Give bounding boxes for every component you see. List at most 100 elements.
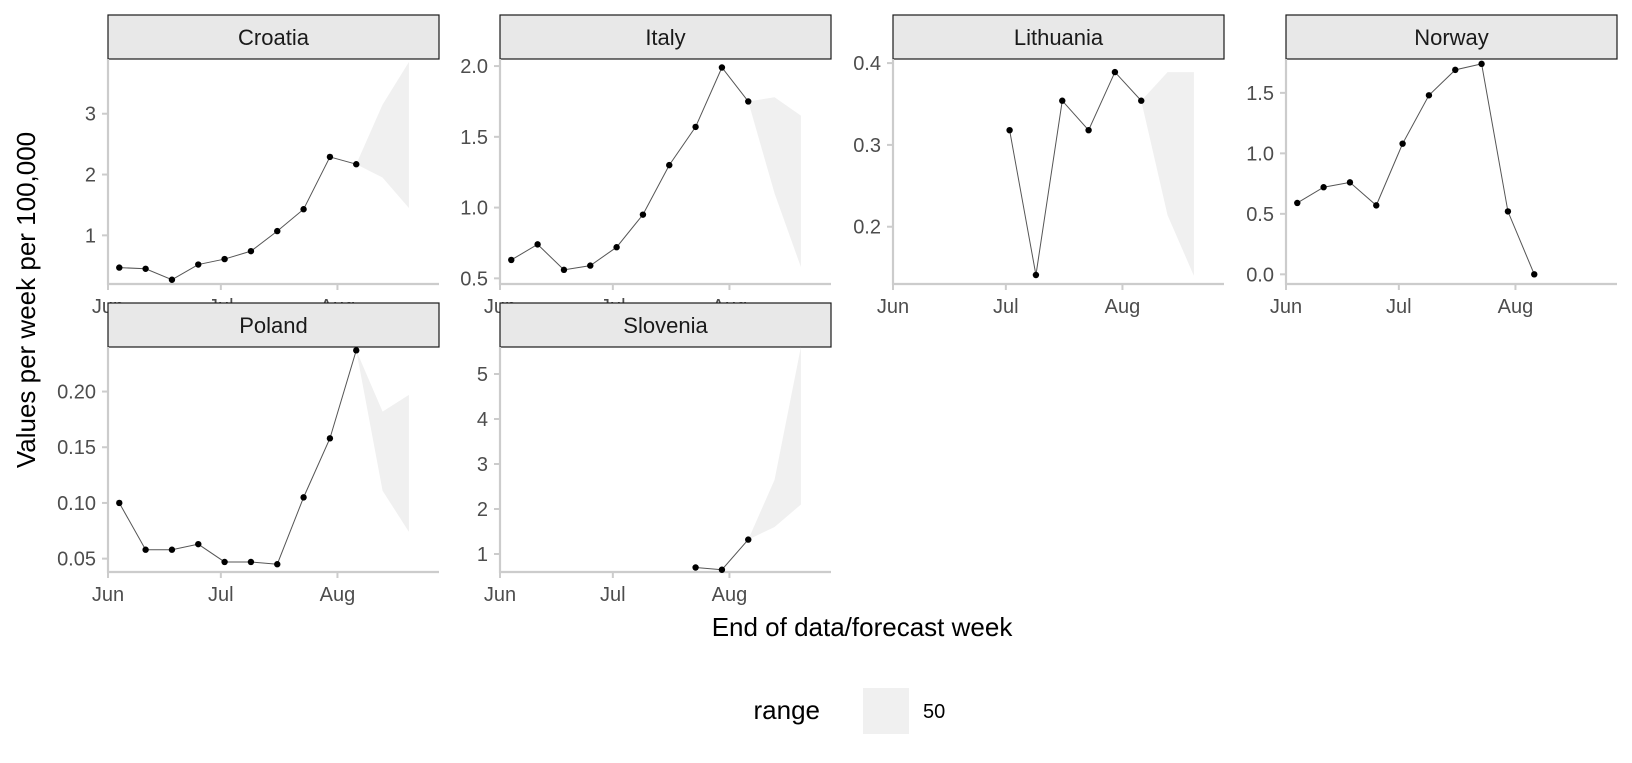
forecast-range-ribbon (748, 347, 801, 540)
legend-item-label: 50 (923, 701, 945, 723)
panel-slovenia: Slovenia 1 2 3 4 5 Jun Jul Aug (477, 302, 832, 606)
observed-point (718, 566, 726, 573)
y-tick-label: 0.05 (57, 549, 96, 571)
x-tick-label: Jun (877, 296, 909, 318)
observed-point (1531, 271, 1538, 278)
observed-point (1138, 97, 1145, 104)
observed-point (745, 536, 752, 543)
observed-point (639, 211, 647, 218)
observed-point (534, 241, 541, 248)
observed-point (1425, 92, 1433, 99)
x-tick-label: Jul (993, 296, 1019, 318)
observed-point (195, 261, 202, 268)
observed-point (168, 546, 176, 553)
observed-point (1006, 126, 1013, 134)
y-tick-label: 0.2 (853, 217, 881, 239)
y-tick-label: 0.5 (460, 268, 488, 290)
legend: range 50 (754, 688, 945, 734)
y-tick-label: 2.0 (460, 56, 488, 78)
y-tick-label: 1.5 (460, 127, 488, 149)
observed-point (116, 264, 123, 271)
y-axis-title: Values per week per 100,000 (11, 132, 41, 468)
x-tick-label: Aug (1498, 296, 1534, 318)
observed-point (221, 558, 228, 566)
panel-croatia: Croatia123JunJulAug (85, 14, 440, 318)
observed-point (1294, 199, 1301, 207)
observed-point (666, 161, 673, 169)
panel-lithuania: Lithuania 0.2 0.3 0.4 Jun Jul Aug (853, 14, 1225, 318)
x-axis-title: End of data/forecast week (712, 612, 1014, 642)
legend-title: range (754, 695, 821, 725)
observed-point (1085, 126, 1092, 134)
observed-point (142, 265, 149, 272)
panel-norway: Norway 0.0 0.5 1.0 1.5 Jun Jul Aug (1246, 14, 1618, 318)
x-tick-label: Aug (1105, 296, 1141, 318)
observed-point (1452, 66, 1459, 74)
observed-point (326, 153, 334, 161)
observed-point (221, 255, 228, 263)
y-tick-label: 0.4 (853, 53, 881, 75)
x-tick-label: Jul (600, 584, 626, 606)
observed-point (142, 546, 149, 553)
observed-point (1373, 202, 1380, 209)
facet-title: Slovenia (623, 313, 708, 338)
forecast-range-ribbon (1141, 72, 1194, 276)
x-tick-label: Jun (92, 584, 124, 606)
observed-point (300, 494, 307, 501)
y-tick-label: 0.5 (1246, 204, 1274, 226)
forecast-range-ribbon (748, 97, 801, 268)
observed-point (587, 262, 594, 269)
x-tick-label: Jul (208, 584, 234, 606)
facet-strip (107, 302, 440, 348)
y-tick-label: 0.0 (1246, 264, 1274, 286)
observed-point (718, 64, 726, 71)
y-tick-label: 1 (85, 225, 96, 247)
observed-point (1111, 68, 1119, 76)
observed-point (116, 499, 123, 507)
observed-point (300, 206, 307, 213)
facet-title: Italy (645, 25, 685, 50)
y-tick-label: 1.5 (1246, 83, 1274, 105)
y-tick-label: 0.20 (57, 382, 96, 404)
observed-point (353, 347, 360, 354)
y-tick-label: 0.15 (57, 437, 96, 459)
y-tick-label: 1 (477, 544, 488, 566)
observed-line (511, 66, 749, 271)
y-tick-label: 4 (477, 409, 488, 431)
observed-point (1320, 184, 1327, 191)
facet-strip (499, 302, 832, 348)
observed-line (1297, 63, 1535, 275)
facet-title: Poland (239, 313, 308, 338)
observed-point (274, 561, 281, 568)
y-tick-label: 2 (85, 165, 96, 187)
observed-point (745, 98, 752, 105)
legend-key-swatch (863, 688, 909, 734)
y-tick-label: 1.0 (1246, 143, 1274, 165)
observed-point (613, 244, 620, 251)
observed-line (119, 156, 357, 281)
y-tick-label: 0.10 (57, 493, 96, 515)
panel-poland: Poland 0.05 0.10 0.15 0.20 Jun Jul Aug (57, 302, 440, 606)
forecast-range-ribbon (356, 62, 409, 208)
observed-point (274, 227, 281, 235)
observed-point (168, 276, 176, 283)
observed-point (1059, 97, 1066, 104)
observed-point (353, 161, 360, 168)
observed-point (247, 247, 255, 255)
observed-point (326, 435, 334, 442)
x-tick-label: Aug (320, 584, 356, 606)
x-tick-label: Jun (484, 584, 516, 606)
facet-strip (499, 14, 832, 60)
observed-point (560, 266, 568, 274)
observed-point (195, 540, 202, 548)
observed-point (1032, 271, 1040, 279)
observed-point (692, 564, 699, 571)
facet-title: Lithuania (1014, 25, 1104, 50)
observed-point (1478, 60, 1485, 68)
observed-line (1009, 71, 1142, 276)
observed-line (118, 350, 357, 565)
observed-point (508, 256, 515, 264)
facet-strip (892, 14, 1225, 60)
